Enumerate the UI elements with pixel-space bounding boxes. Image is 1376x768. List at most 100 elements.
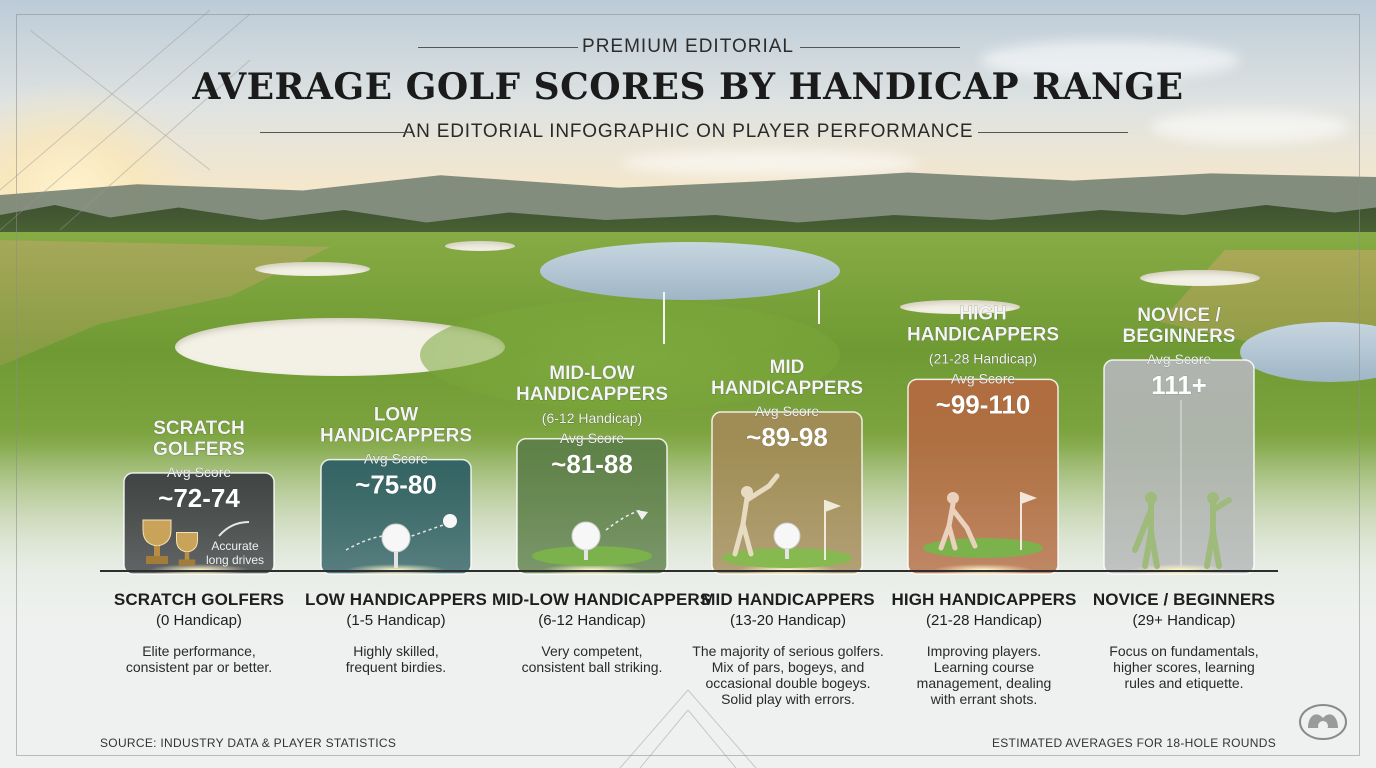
avg-score-value: ~72-74 xyxy=(158,483,240,513)
trophy-cup xyxy=(142,519,172,547)
detail-handicap: (1-5 Handicap) xyxy=(346,612,446,629)
cloud xyxy=(1150,110,1350,144)
trophy-base xyxy=(178,559,196,566)
avg-score-label: Avg Score xyxy=(167,464,232,480)
tee xyxy=(785,549,789,559)
detail-description: The majority of serious golfers. Mix of … xyxy=(692,643,884,707)
bar-category-label: MID xyxy=(770,357,805,378)
detail-name: LOW HANDICAPPERS xyxy=(305,590,487,609)
bar-category-label: LOW xyxy=(374,405,418,426)
subtitle-rule-left xyxy=(260,132,410,133)
flag-flutter xyxy=(636,510,648,520)
detail-novice: NOVICE / BEGINNERS (29+ Handicap) Focus … xyxy=(1084,590,1284,691)
bar-category-label: SCRATCH xyxy=(153,418,244,439)
bar-category-label: NOVICE / xyxy=(1137,305,1221,326)
detail-handicap: (13-20 Handicap) xyxy=(730,612,846,629)
cloud xyxy=(980,40,1240,80)
detail-description: Focus on fundamentals, higher scores, le… xyxy=(1109,643,1259,691)
golf-ball xyxy=(381,523,411,553)
trophy-base xyxy=(146,556,168,564)
golfer-body xyxy=(1204,497,1232,569)
sand-bunker xyxy=(1140,270,1260,286)
flying-ball xyxy=(443,514,457,528)
bar-category-label: GOLFERS xyxy=(153,439,245,460)
detail-handicap: (0 Handicap) xyxy=(156,612,242,629)
detail-name: MID HANDICAPPERS xyxy=(701,590,875,609)
avg-score-label: Avg Score xyxy=(1147,351,1212,367)
drive-arc xyxy=(218,521,250,537)
detail-description: Improving players. Learning course manag… xyxy=(916,643,1052,707)
detail-handicap: (29+ Handicap) xyxy=(1132,612,1236,629)
beginner-golfers-icon xyxy=(1132,400,1232,569)
bar-category-label: HANDICAPPERS xyxy=(320,426,472,447)
golfer-swing-icon xyxy=(722,473,852,568)
border-frame xyxy=(16,14,1360,756)
sand-bunker xyxy=(445,241,515,251)
detail-description: Highly skilled, frequent birdies. xyxy=(345,643,447,675)
sand-bunker xyxy=(255,262,370,276)
flag xyxy=(825,500,841,512)
eyebrow-rule-right xyxy=(800,47,960,48)
detail-name: HIGH HANDICAPPERS xyxy=(891,590,1077,609)
chart-title: AVERAGE GOLF SCORES BY HANDICAP RANGE xyxy=(192,66,1184,108)
golfer-head xyxy=(1145,492,1157,504)
golfer-body xyxy=(732,473,780,557)
water-hazard xyxy=(1240,322,1376,382)
bar-category-label: HANDICAPPERS xyxy=(711,378,863,399)
bar-category-label: MID-LOW xyxy=(549,363,635,384)
flag xyxy=(1021,492,1037,504)
detail-name: SCRATCH GOLFERS xyxy=(113,590,285,609)
golf-ball-icon xyxy=(345,514,457,568)
bar-caption: long drives xyxy=(206,553,264,567)
avg-score-value: ~81-88 xyxy=(551,449,633,479)
avg-score-value: ~75-80 xyxy=(355,470,437,500)
chart-baseline xyxy=(100,570,1278,572)
trophy-stem xyxy=(154,546,160,556)
chart-subtitle: AN EDITORIAL INFOGRAPHIC ON PLAYER PERFO… xyxy=(402,121,974,142)
bar-category-label: HIGH xyxy=(959,303,1007,324)
tee xyxy=(584,550,588,560)
golfer-head xyxy=(947,492,959,504)
avg-score-value: ~89-98 xyxy=(746,422,828,452)
detail-low: LOW HANDICAPPERS (1-5 Handicap) Highly s… xyxy=(296,590,496,675)
putting-green xyxy=(420,300,840,410)
golf-ball xyxy=(773,522,801,550)
subtitle-rule-right xyxy=(978,132,1128,133)
avg-score-label: Avg Score xyxy=(560,430,625,446)
golfer-body xyxy=(938,501,978,551)
avg-score-label: Avg Score xyxy=(755,403,820,419)
golf-ball xyxy=(571,521,601,551)
eyebrow-rule-left xyxy=(418,47,578,48)
tee-box xyxy=(532,546,652,566)
source-note: SOURCE: INDUSTRY DATA & PLAYER STATISTIC… xyxy=(100,736,397,750)
detail-scratch: SCRATCH GOLFERS (0 Handicap) Elite perfo… xyxy=(99,590,299,675)
golfer-body xyxy=(1132,501,1160,569)
detail-high: HIGH HANDICAPPERS (21-28 Handicap) Impro… xyxy=(884,590,1084,707)
avg-score-value: 111+ xyxy=(1151,370,1207,400)
cloud xyxy=(620,150,920,176)
flag-pin xyxy=(818,290,820,324)
detail-name: MID-LOW HANDICAPPERS xyxy=(492,590,712,609)
brand-logo-icon xyxy=(1299,704,1347,740)
putting-golfer-icon xyxy=(923,492,1043,558)
avg-score-value: ~99-110 xyxy=(936,389,1031,419)
trophy-stem xyxy=(184,552,190,560)
bar-category-label: HANDICAPPERS xyxy=(907,324,1059,345)
water-hazard xyxy=(540,242,840,300)
detail-description: Elite performance, consistent par or bet… xyxy=(125,643,273,675)
eyebrow-label: PREMIUM EDITORIAL xyxy=(582,36,794,57)
sand-bunker xyxy=(900,300,1020,314)
detail-mid-low: MID-LOW HANDICAPPERS (6-12 Handicap) Ver… xyxy=(492,590,712,675)
bar-category-label: HANDICAPPERS xyxy=(516,384,668,405)
trophy-cup xyxy=(176,532,198,553)
avg-score-label: Avg Score xyxy=(364,451,429,467)
detail-mid: MID HANDICAPPERS (13-20 Handicap) The ma… xyxy=(688,590,888,707)
golfer-head xyxy=(741,486,753,498)
detail-name: NOVICE / BEGINNERS xyxy=(1092,590,1276,609)
tee xyxy=(394,552,398,568)
golfer-head xyxy=(1207,492,1219,504)
detail-description: Very competent, consistent ball striking… xyxy=(521,643,663,675)
bar-category-label: BEGINNERS xyxy=(1123,326,1236,347)
